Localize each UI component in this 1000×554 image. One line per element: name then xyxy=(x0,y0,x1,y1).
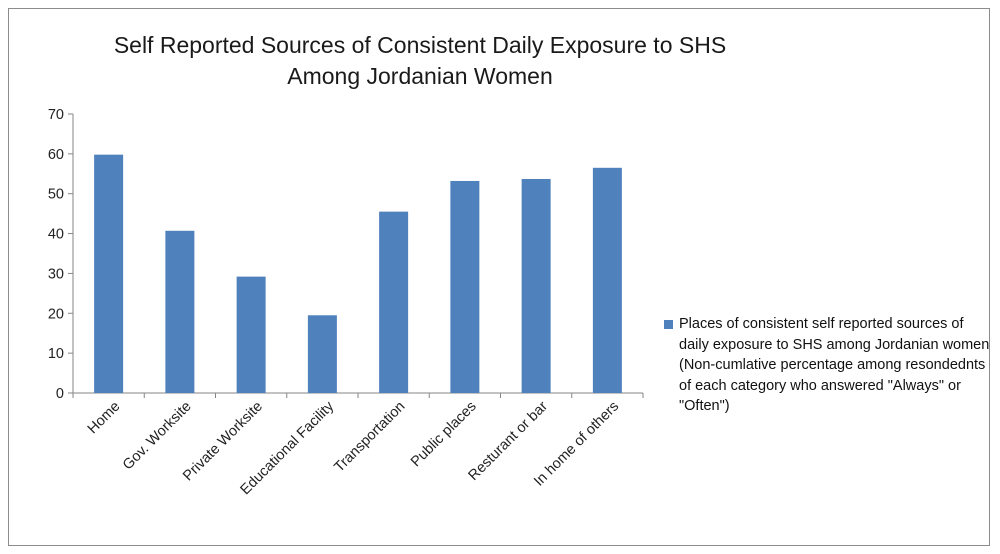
bar xyxy=(236,276,266,393)
y-tick-label: 50 xyxy=(48,187,64,203)
y-tick-label: 10 xyxy=(48,346,64,362)
y-tick-label: 20 xyxy=(48,306,64,322)
legend-label: Places of consistent self reported sourc… xyxy=(679,316,990,414)
bar xyxy=(165,230,195,393)
bar-series xyxy=(94,154,622,393)
bar xyxy=(592,167,622,393)
legend-swatch xyxy=(664,320,673,329)
y-tick-label: 0 xyxy=(56,386,64,402)
y-axis-tick-labels: 0 10 20 30 40 50 60 70 xyxy=(48,107,73,402)
bar xyxy=(379,211,409,393)
x-tick-label: Transportation xyxy=(331,399,408,476)
chart-title: Self Reported Sources of Consistent Dail… xyxy=(113,32,727,89)
y-tick-label: 30 xyxy=(48,266,64,282)
bar xyxy=(450,180,480,393)
bar xyxy=(307,315,337,393)
y-tick-label: 60 xyxy=(48,147,64,163)
x-tick-label: Gov. Worksite xyxy=(120,399,195,474)
x-tick-label: Home xyxy=(85,399,124,438)
bar xyxy=(521,178,551,393)
bar xyxy=(94,154,124,393)
y-tick-label: 70 xyxy=(48,107,64,123)
y-tick-label: 40 xyxy=(48,227,64,243)
x-tick-label: Public places xyxy=(408,399,480,471)
chart-axes xyxy=(72,114,644,398)
